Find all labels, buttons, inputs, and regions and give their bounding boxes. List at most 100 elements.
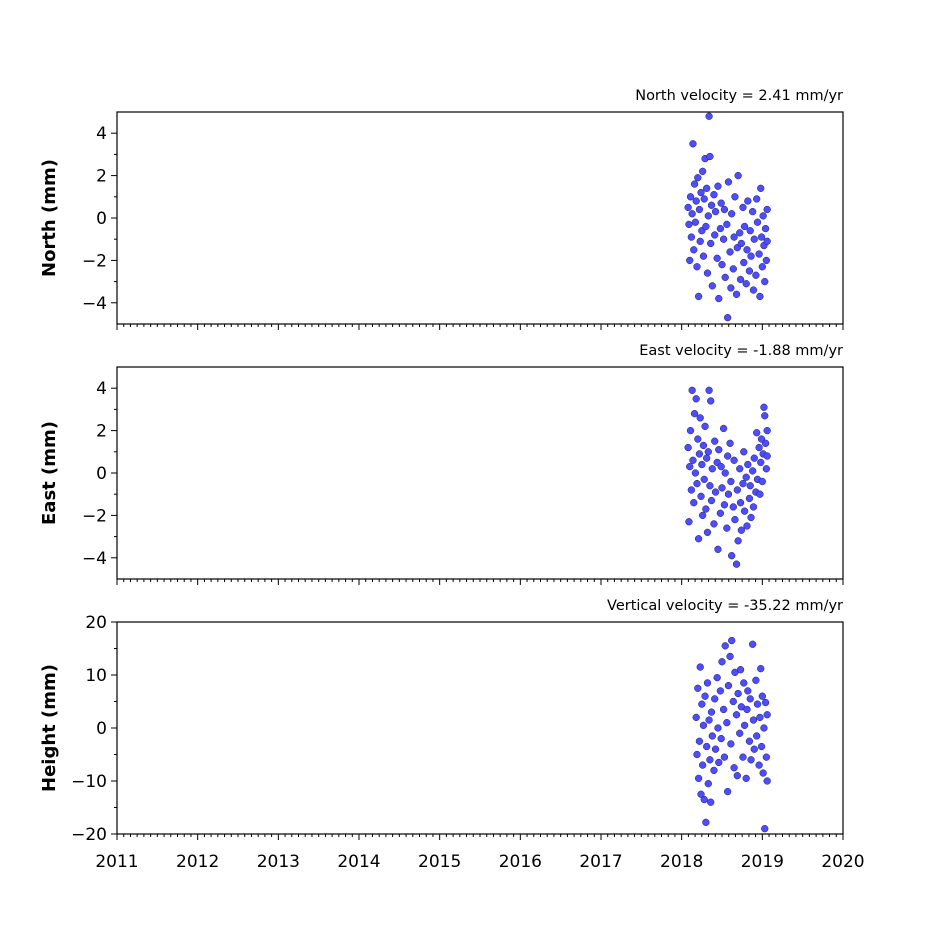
panel-title: Vertical velocity = -35.22 mm/yr bbox=[607, 598, 843, 614]
plot-frame bbox=[116, 366, 844, 580]
data-point bbox=[694, 535, 703, 543]
data-point bbox=[743, 246, 751, 254]
data-point bbox=[732, 711, 741, 719]
data-point bbox=[694, 684, 702, 692]
data-point bbox=[706, 152, 714, 161]
data-point bbox=[698, 700, 706, 708]
data-point bbox=[727, 477, 735, 486]
data-point bbox=[698, 460, 706, 469]
y-tick-label: 4 bbox=[96, 379, 107, 399]
data-point bbox=[720, 753, 729, 761]
data-point bbox=[761, 698, 770, 707]
data-point bbox=[734, 537, 742, 545]
data-point bbox=[758, 692, 766, 700]
data-point bbox=[688, 386, 696, 394]
data-point bbox=[708, 732, 716, 740]
data-point bbox=[695, 205, 704, 214]
y-tick-label: −4 bbox=[82, 549, 107, 569]
data-point bbox=[730, 764, 738, 772]
data-point bbox=[694, 435, 702, 443]
data-point bbox=[714, 182, 722, 190]
data-point bbox=[756, 490, 764, 498]
data-point bbox=[704, 212, 712, 220]
data-point bbox=[759, 212, 767, 220]
data-point bbox=[746, 227, 754, 235]
data-point bbox=[717, 734, 725, 743]
data-point bbox=[690, 180, 699, 188]
data-point bbox=[762, 753, 771, 761]
data-point bbox=[749, 503, 758, 511]
data-point bbox=[749, 467, 757, 475]
data-point bbox=[762, 256, 771, 265]
y-tick-label: −4 bbox=[82, 294, 107, 314]
y-tick-label: 2 bbox=[96, 167, 107, 187]
data-point bbox=[694, 174, 702, 182]
data-point bbox=[721, 642, 729, 650]
data-point bbox=[718, 484, 726, 492]
data-point bbox=[718, 260, 726, 269]
data-point bbox=[758, 263, 766, 271]
data-point bbox=[711, 207, 720, 216]
data-point bbox=[756, 292, 764, 301]
data-point bbox=[736, 229, 744, 237]
data-point bbox=[749, 716, 758, 724]
y-tick-label: −20 bbox=[71, 825, 107, 845]
data-point bbox=[729, 503, 737, 511]
data-point bbox=[757, 184, 765, 192]
data-point bbox=[705, 386, 713, 394]
data-point bbox=[721, 469, 729, 477]
data-point bbox=[734, 171, 742, 180]
data-point bbox=[761, 412, 769, 420]
data-point bbox=[707, 239, 715, 248]
data-point bbox=[744, 460, 752, 469]
data-point bbox=[699, 252, 708, 260]
data-point bbox=[740, 679, 748, 687]
data-point bbox=[702, 505, 710, 513]
data-point bbox=[686, 426, 695, 435]
data-point bbox=[685, 220, 693, 229]
x-tick-label: 2017 bbox=[579, 852, 622, 872]
data-point bbox=[696, 237, 704, 245]
data-point bbox=[698, 761, 707, 769]
data-point bbox=[710, 520, 718, 528]
data-point bbox=[723, 220, 731, 229]
y-tick-label: 10 bbox=[85, 666, 107, 686]
data-point bbox=[719, 424, 728, 433]
data-point bbox=[747, 513, 755, 522]
data-point bbox=[695, 450, 704, 458]
panel-title: East velocity = -1.88 mm/yr bbox=[639, 343, 843, 359]
data-point bbox=[693, 479, 701, 488]
data-point bbox=[739, 479, 747, 488]
data-point bbox=[719, 235, 728, 243]
data-point bbox=[750, 454, 758, 462]
data-point bbox=[704, 780, 712, 788]
data-point bbox=[703, 269, 712, 277]
data-point bbox=[703, 184, 711, 192]
data-point bbox=[730, 233, 738, 241]
data-point bbox=[740, 222, 749, 231]
data-point bbox=[739, 203, 747, 212]
x-tick-label: 2019 bbox=[741, 852, 784, 872]
x-tick-label: 2014 bbox=[337, 852, 380, 872]
data-point bbox=[695, 737, 704, 745]
y-tick-label: 0 bbox=[96, 209, 107, 229]
x-tick-label: 2012 bbox=[176, 852, 219, 872]
data-point bbox=[686, 462, 694, 471]
data-point bbox=[750, 745, 758, 753]
data-point bbox=[747, 756, 755, 764]
data-point bbox=[694, 774, 703, 782]
data-point bbox=[703, 679, 712, 687]
x-tick-label: 2013 bbox=[257, 852, 300, 872]
data-point bbox=[745, 737, 754, 745]
data-point bbox=[729, 265, 737, 273]
y-axis-label: East (mm) bbox=[39, 421, 60, 525]
data-point bbox=[740, 721, 749, 729]
data-point bbox=[688, 210, 696, 218]
data-point bbox=[690, 246, 698, 254]
data-point bbox=[737, 526, 746, 534]
data-point bbox=[694, 292, 703, 301]
data-point bbox=[686, 193, 695, 201]
data-point bbox=[755, 761, 763, 769]
data-point bbox=[746, 482, 754, 490]
data-point bbox=[699, 721, 708, 729]
